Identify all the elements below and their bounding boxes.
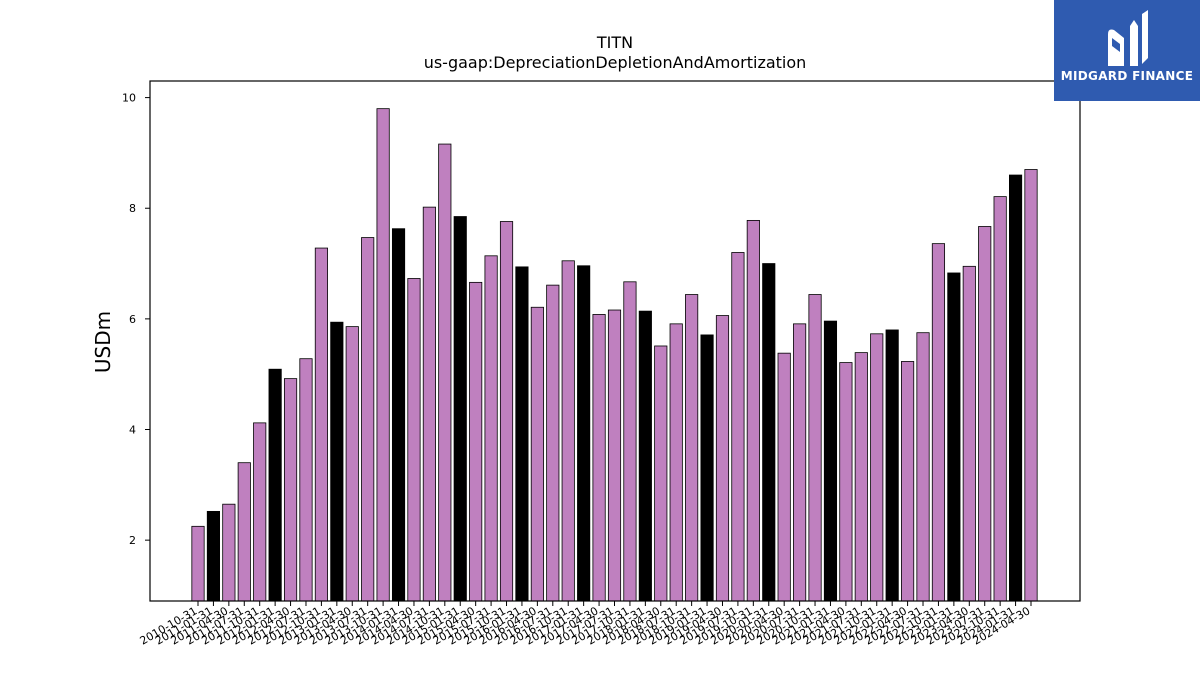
bar-2022-01-31 (885, 329, 899, 602)
bar-2010-10-31 (191, 525, 205, 602)
bar-2013-10-31 (376, 108, 390, 602)
bar-2011-01-31 (206, 510, 220, 602)
bar-2012-10-31 (314, 247, 328, 602)
bar-2021-04-30 (839, 362, 853, 602)
bar-2019-01-31 (700, 334, 714, 602)
bar-2023-07-31 (978, 226, 992, 602)
bar-2017-04-30 (592, 314, 606, 602)
bar-2018-10-31 (685, 294, 699, 602)
bar-2016-07-31 (546, 284, 560, 602)
bar-2011-10-31 (253, 422, 267, 602)
bar-2020-04-30 (777, 352, 791, 602)
bar-2016-10-31 (561, 260, 575, 602)
bar-2020-10-31 (808, 294, 822, 602)
bar-2012-01-31 (268, 368, 282, 602)
bar-2019-10-31 (746, 219, 760, 602)
y-tick-label: 10 (122, 92, 136, 105)
bar-2015-04-30 (469, 281, 483, 602)
y-tick-label: 2 (129, 534, 136, 547)
bar-2015-01-31 (453, 216, 467, 602)
bar-2013-04-30 (345, 326, 359, 602)
bar-series (191, 108, 1038, 602)
y-tick-label: 4 (129, 424, 136, 437)
y-tick-label: 8 (129, 202, 136, 215)
bar-2022-10-31 (931, 243, 946, 602)
bar-2017-10-31 (623, 281, 637, 602)
bar-2022-04-30 (901, 361, 915, 602)
midgard-logo-icon (1108, 10, 1148, 66)
bar-2016-04-30 (530, 306, 544, 602)
bar-2015-10-31 (499, 221, 514, 602)
y-axis-ticks: 2 4 6 8 10 (122, 92, 150, 547)
chart-subtitle: us-gaap:DepreciationDepletionAndAmortiza… (424, 53, 807, 72)
bar-2018-01-31 (638, 310, 652, 602)
bar-2013-01-31 (330, 321, 344, 602)
bar-2019-04-30 (715, 315, 730, 602)
bar-2018-07-31 (669, 323, 683, 602)
bar-2015-07-31 (484, 255, 498, 602)
bar-2023-04-30 (962, 265, 976, 602)
bar-2022-07-31 (916, 332, 930, 602)
bar-2016-01-31 (515, 266, 529, 602)
x-axis-ticks: 2010-10-312011-01-312011-04-302011-07-31… (138, 601, 1033, 648)
bar-2020-07-31 (793, 323, 807, 602)
bar-2023-10-31 (993, 196, 1007, 602)
bar-2021-07-31 (854, 352, 868, 602)
brand-logo: MIDGARD FINANCE (1054, 0, 1200, 101)
brand-name: MIDGARD FINANCE (1060, 69, 1194, 83)
bar-2019-07-31 (731, 252, 745, 602)
bar-2017-01-31 (577, 265, 591, 602)
y-tick-label: 6 (129, 313, 136, 326)
bar-2017-07-31 (607, 309, 622, 602)
y-axis-label: USDm (91, 311, 115, 373)
bar-2021-01-31 (823, 320, 838, 602)
bar-2012-07-31 (299, 358, 313, 602)
bar-2014-04-30 (407, 278, 421, 602)
bar-2011-04-30 (222, 503, 236, 602)
bar-2014-01-31 (391, 228, 406, 602)
bar-2013-07-31 (361, 237, 375, 602)
chart-title: TITN (596, 33, 633, 52)
bar-2011-07-31 (237, 462, 251, 602)
bar-2018-04-30 (654, 345, 668, 602)
bar-2012-04-30 (283, 378, 298, 602)
bar-2021-10-31 (870, 333, 884, 602)
bar-2014-10-31 (438, 143, 452, 602)
bar-2024-01-31 (1009, 174, 1023, 602)
plot-frame (149, 80, 1081, 602)
bar-2023-01-31 (947, 272, 961, 602)
bar-2024-04-30 (1024, 169, 1038, 602)
bar-2014-07-31 (422, 206, 436, 602)
bar-2020-01-31 (762, 263, 776, 602)
